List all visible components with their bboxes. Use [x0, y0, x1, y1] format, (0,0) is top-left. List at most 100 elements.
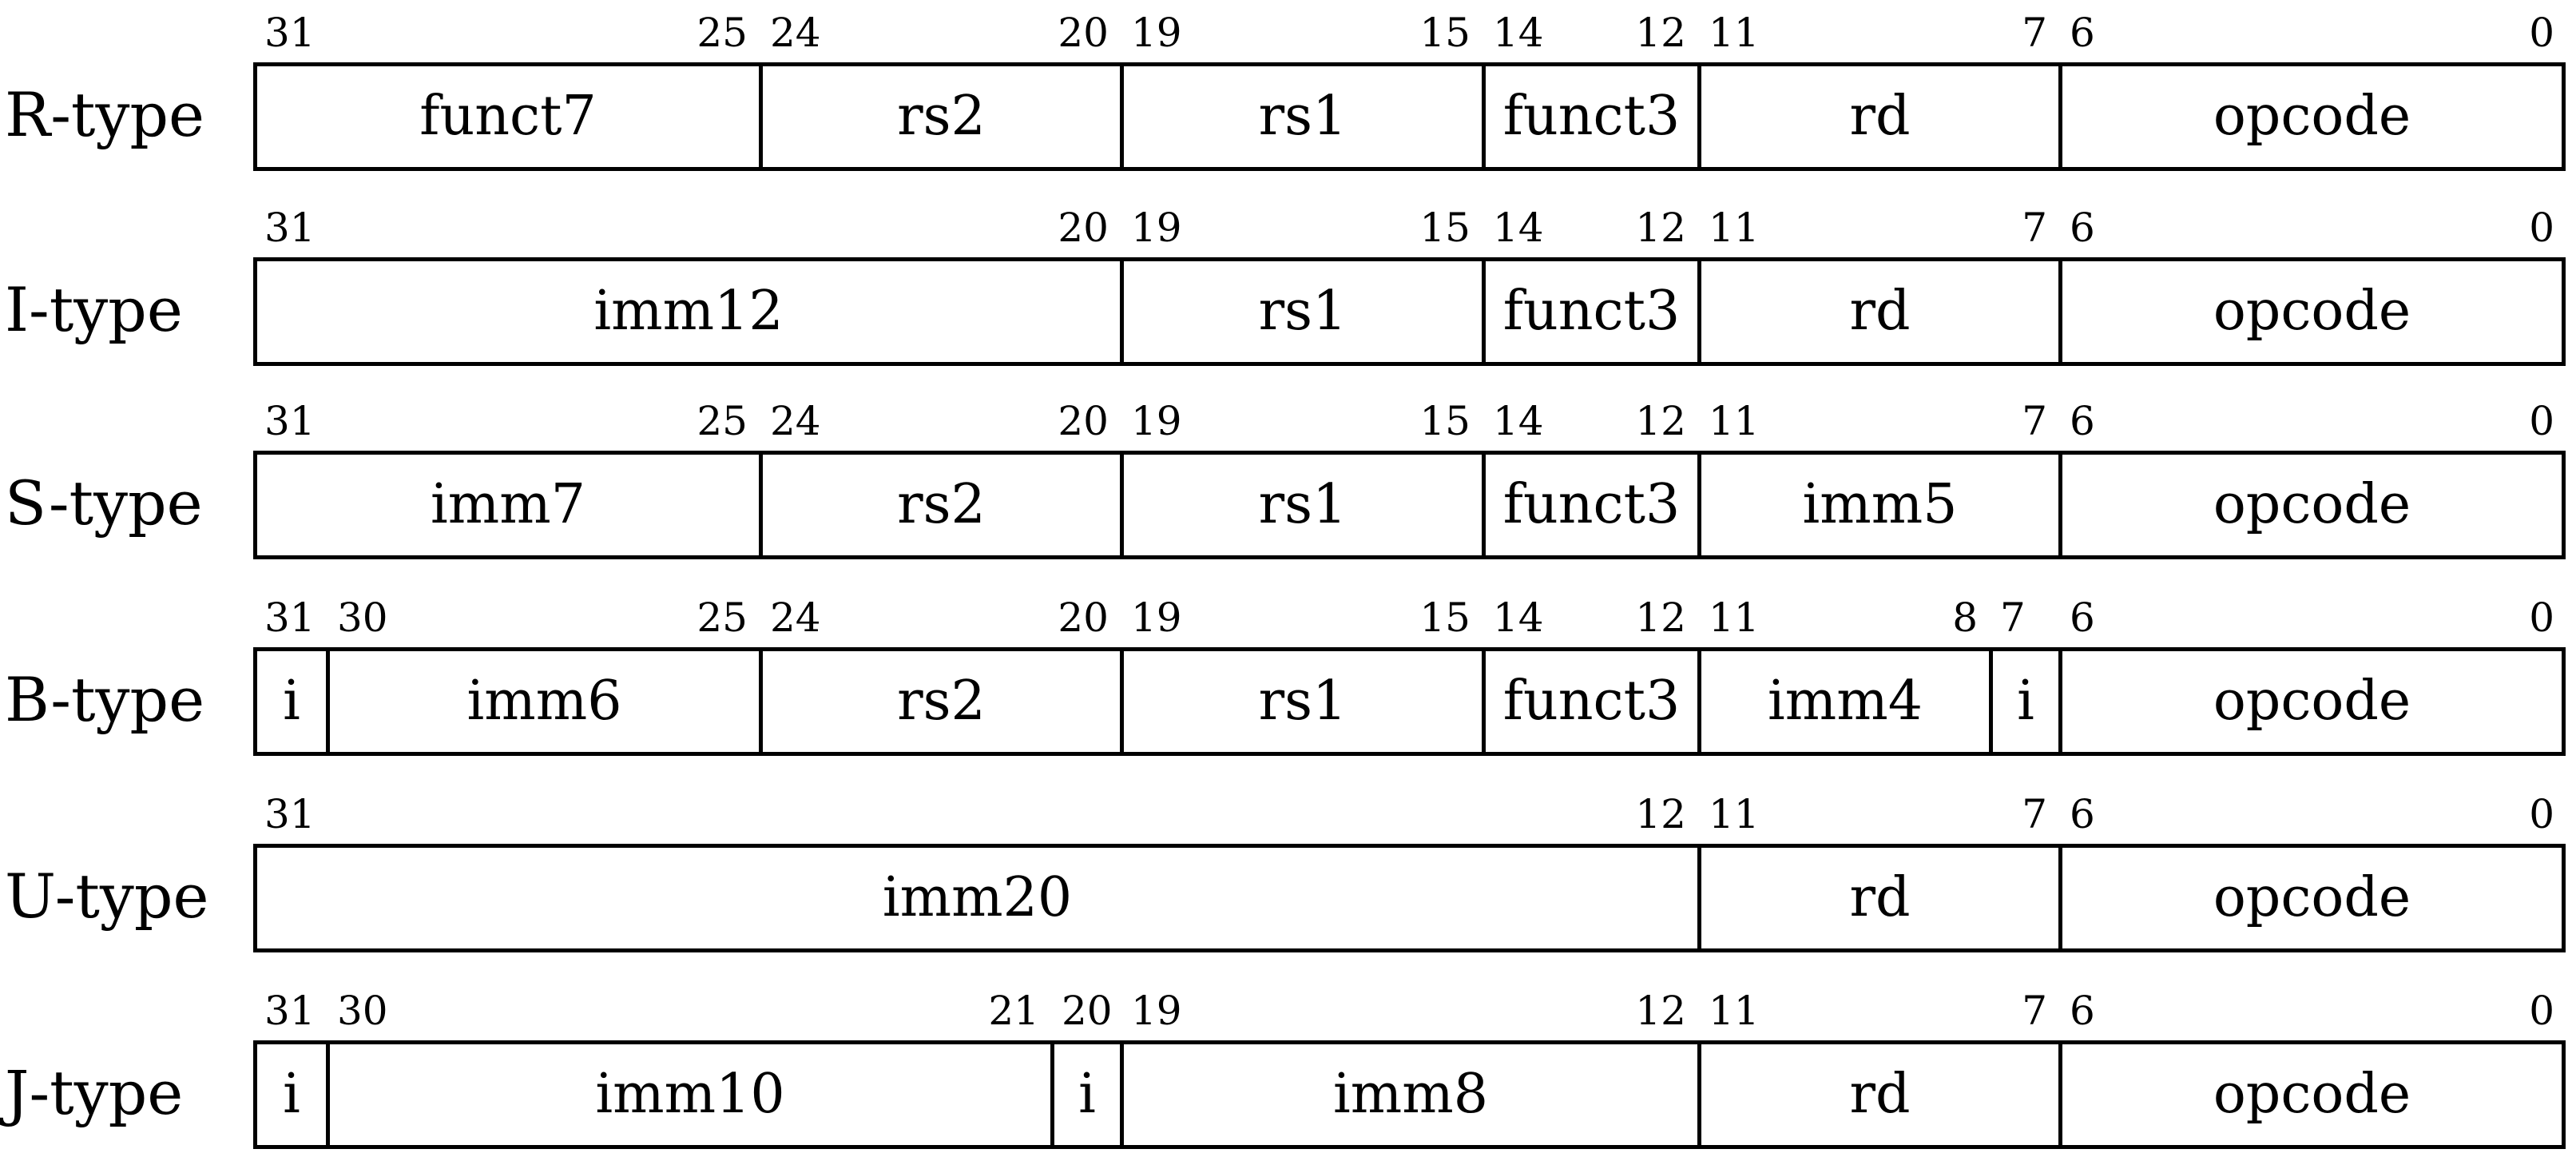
bit-number-high: 24 [770, 594, 821, 641]
bit-number-high: 6 [2070, 594, 2095, 641]
field-funct7: funct7 [253, 62, 759, 171]
bit-number-high: 11 [1709, 10, 1760, 56]
field-imm7: imm7 [253, 451, 759, 559]
bit-number-high: 11 [1709, 205, 1760, 251]
bit-number-low: 7 [2022, 205, 2047, 251]
bit-number-high: 7 [2000, 594, 2026, 641]
bit-number-high: 19 [1131, 205, 1182, 251]
field-rs2: rs2 [759, 451, 1120, 559]
bit-number-low: 20 [1058, 205, 1109, 251]
bit-number-low: 0 [2529, 988, 2554, 1034]
field-i: i [253, 647, 326, 756]
bit-number-low: 12 [1635, 398, 1686, 444]
bit-number-low: 15 [1419, 398, 1471, 444]
bit-number-high: 19 [1131, 398, 1182, 444]
row-label-r-type: R-type [5, 79, 205, 150]
bit-number-low: 7 [2022, 988, 2047, 1034]
bit-number-low: 0 [2529, 398, 2554, 444]
field-i: i [1050, 1040, 1120, 1149]
row-label-i-type: I-type [5, 274, 183, 345]
field-imm10: imm10 [326, 1040, 1050, 1149]
bit-number-low: 12 [1635, 10, 1686, 56]
field-i: i [1989, 647, 2058, 756]
bit-number-low: 15 [1419, 594, 1471, 641]
bit-number-low: 8 [1952, 594, 1978, 641]
bit-number-low: 7 [2022, 791, 2047, 837]
bit-number-high: 6 [2070, 205, 2095, 251]
field-rs1: rs1 [1120, 451, 1482, 559]
bit-number-high: 31 [264, 398, 316, 444]
field-funct3: funct3 [1482, 62, 1697, 171]
bit-number-high: 14 [1493, 10, 1544, 56]
field-rs1: rs1 [1120, 257, 1482, 366]
bit-number-high: 19 [1131, 594, 1182, 641]
field-imm12: imm12 [253, 257, 1120, 366]
field-rd: rd [1697, 844, 2058, 952]
bit-number-high: 31 [264, 594, 316, 641]
field-imm4: imm4 [1697, 647, 1989, 756]
bit-number-high: 6 [2070, 10, 2095, 56]
bit-number-high: 20 [1062, 988, 1113, 1034]
field-imm8: imm8 [1120, 1040, 1697, 1149]
bit-number-high: 11 [1709, 791, 1760, 837]
bit-number-low: 7 [2022, 398, 2047, 444]
bit-number-low: 15 [1419, 205, 1471, 251]
bit-number-low: 0 [2529, 594, 2554, 641]
bit-number-high: 30 [337, 594, 388, 641]
field-rs2: rs2 [759, 647, 1120, 756]
bit-number-high: 11 [1709, 398, 1760, 444]
bit-number-high: 31 [264, 10, 316, 56]
bit-number-high: 11 [1709, 988, 1760, 1034]
bit-number-high: 6 [2070, 791, 2095, 837]
bit-number-high: 11 [1709, 594, 1760, 641]
bit-number-low: 20 [1058, 10, 1109, 56]
bit-number-high: 14 [1493, 398, 1544, 444]
bit-number-low: 0 [2529, 10, 2554, 56]
bit-number-high: 19 [1131, 10, 1182, 56]
field-funct3: funct3 [1482, 451, 1697, 559]
bit-number-low: 7 [2022, 10, 2047, 56]
row-label-s-type: S-type [5, 467, 203, 539]
field-funct3: funct3 [1482, 647, 1697, 756]
bit-number-high: 24 [770, 10, 821, 56]
field-rs1: rs1 [1120, 647, 1482, 756]
bit-number-low: 0 [2529, 791, 2554, 837]
bit-number-low: 20 [1058, 398, 1109, 444]
field-opcode: opcode [2058, 844, 2566, 952]
field-opcode: opcode [2058, 451, 2566, 559]
field-rs1: rs1 [1120, 62, 1482, 171]
field-rs2: rs2 [759, 62, 1120, 171]
field-rd: rd [1697, 257, 2058, 366]
bit-number-high: 14 [1493, 594, 1544, 641]
bit-number-high: 6 [2070, 398, 2095, 444]
field-opcode: opcode [2058, 257, 2566, 366]
field-opcode: opcode [2058, 647, 2566, 756]
bit-number-low: 25 [697, 398, 748, 444]
field-imm20: imm20 [253, 844, 1697, 952]
bit-number-high: 14 [1493, 205, 1544, 251]
bit-number-low: 20 [1058, 594, 1109, 641]
field-i: i [253, 1040, 326, 1149]
bit-number-low: 12 [1635, 594, 1686, 641]
row-label-j-type: J-type [5, 1057, 184, 1128]
bit-number-low: 0 [2529, 205, 2554, 251]
bit-number-high: 24 [770, 398, 821, 444]
field-funct3: funct3 [1482, 257, 1697, 366]
field-imm6: imm6 [326, 647, 759, 756]
field-opcode: opcode [2058, 1040, 2566, 1149]
bit-number-high: 30 [337, 988, 388, 1034]
bit-number-low: 12 [1635, 791, 1686, 837]
row-label-u-type: U-type [5, 861, 209, 932]
bit-number-high: 19 [1131, 988, 1182, 1034]
bit-number-low: 21 [988, 988, 1039, 1034]
row-label-b-type: B-type [5, 664, 205, 735]
bit-number-high: 31 [264, 205, 316, 251]
field-opcode: opcode [2058, 62, 2566, 171]
bit-number-low: 25 [697, 594, 748, 641]
bit-number-high: 31 [264, 988, 316, 1034]
field-imm5: imm5 [1697, 451, 2058, 559]
bit-number-high: 31 [264, 791, 316, 837]
bit-number-low: 25 [697, 10, 748, 56]
bit-number-high: 6 [2070, 988, 2095, 1034]
